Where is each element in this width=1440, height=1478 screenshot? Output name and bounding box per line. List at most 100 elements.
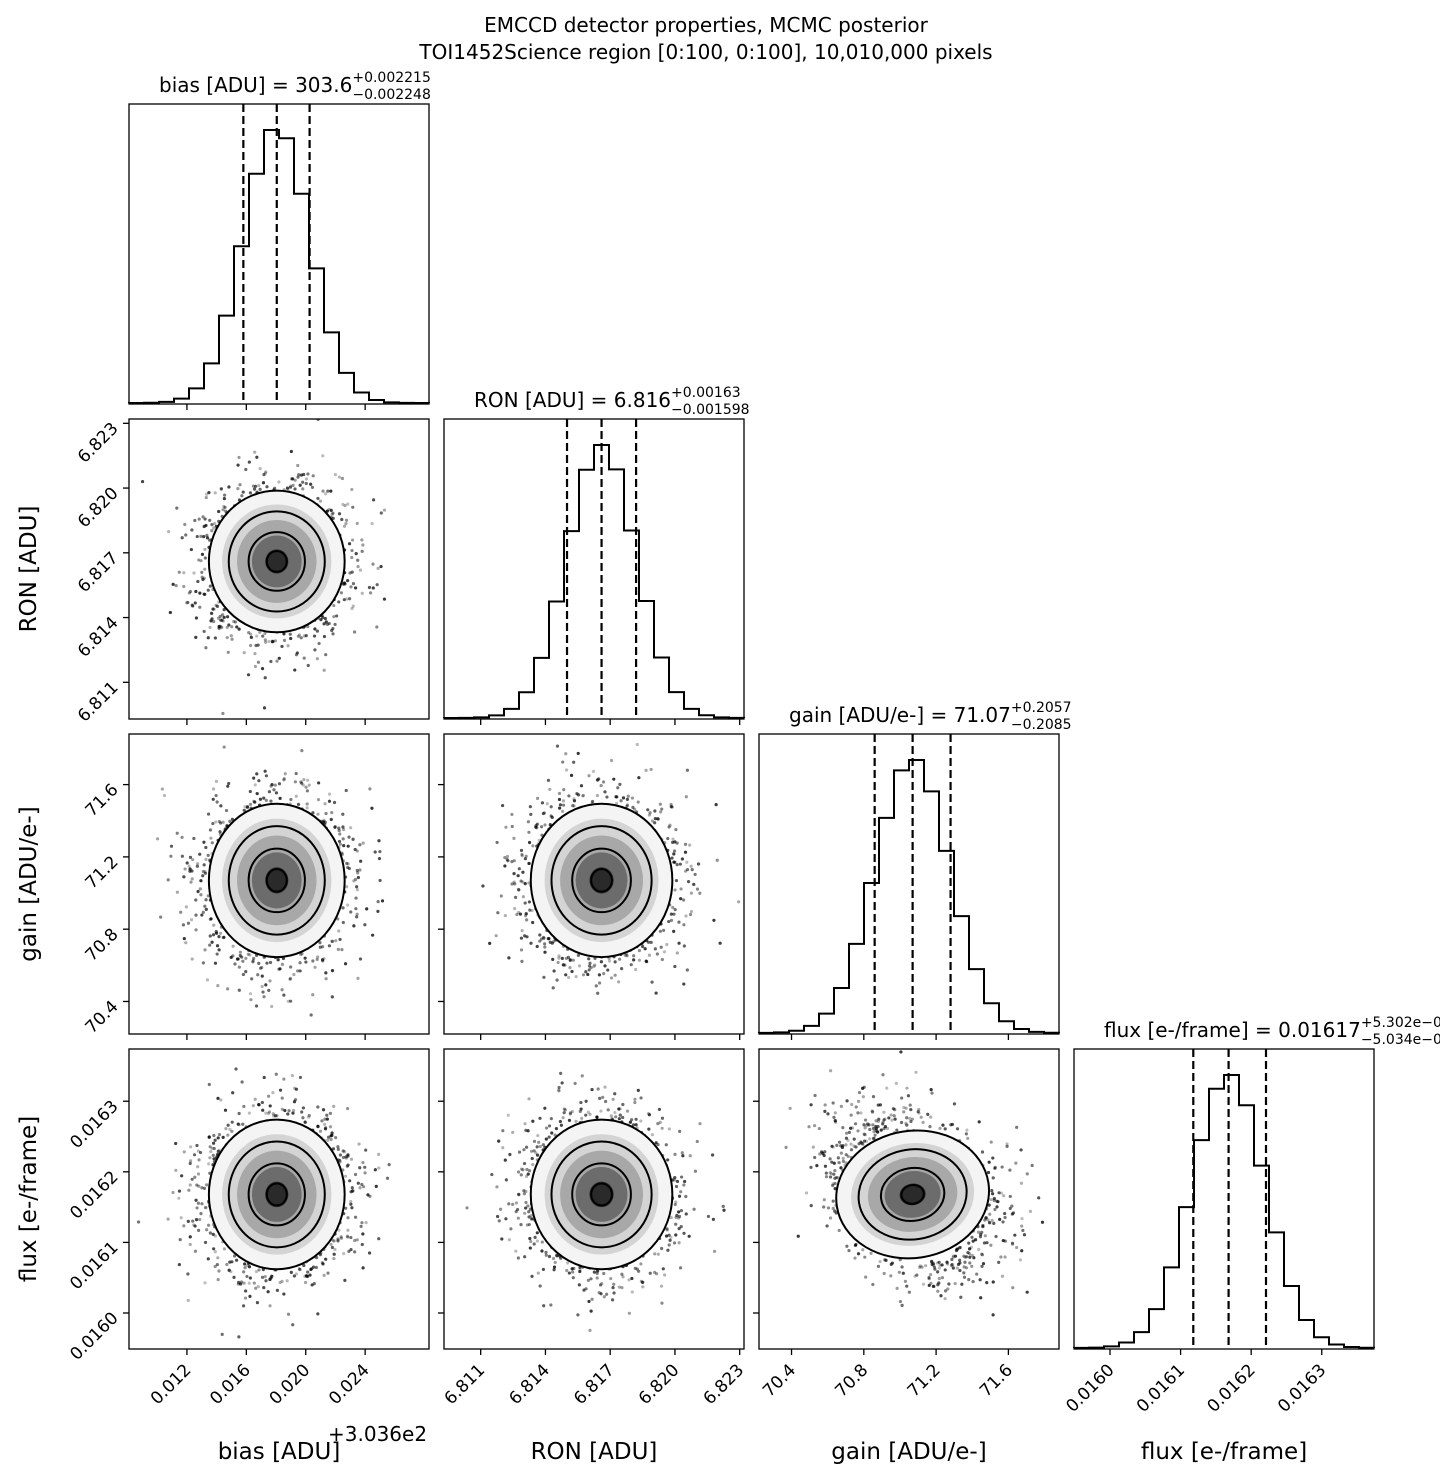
sample-point [1003,1215,1007,1220]
sample-point [233,962,237,966]
sample-point [343,962,348,966]
sample-point [190,528,194,532]
sample-point [621,1102,625,1107]
sample-point [227,485,231,489]
sample-point [200,1186,204,1190]
sample-point [626,794,630,798]
sample-point [1003,1239,1007,1243]
sample-point [516,1256,520,1260]
sample-point [547,937,551,941]
sample-point [246,673,251,677]
sample-point [825,1224,829,1228]
sample-point [529,812,533,816]
sample-point [181,923,186,927]
sample-point [242,651,246,655]
sample-point [324,811,328,816]
sample-point [551,940,556,944]
sample-point [601,1095,605,1099]
sample-point [358,568,363,572]
sample-point [575,792,579,796]
sample-point [329,508,333,512]
sample-point [222,935,226,939]
sample-point [255,1301,260,1305]
sample-point [862,1123,866,1127]
sample-point [203,1281,207,1285]
sample-point [317,781,321,785]
sample-point [331,632,335,636]
sample-point [844,1131,849,1135]
sample-point [223,1108,228,1112]
sample-point [204,495,208,500]
sample-point [864,1139,869,1143]
sample-point [351,604,355,608]
sample-point [856,1111,860,1115]
sample-point [666,1158,670,1162]
sample-point [658,802,662,806]
sample-point [255,455,259,459]
sample-point [530,908,534,913]
sample-point [937,1277,941,1281]
sample-point [807,1125,811,1129]
sample-point [339,1236,344,1240]
sample-point [322,622,326,626]
sample-point [496,1214,500,1219]
sample-point [528,1246,532,1250]
sample-point [184,533,188,537]
sample-point [576,953,580,957]
sample-point [371,586,375,590]
sample-point [249,635,253,639]
sample-point [251,960,255,964]
sample-point [350,538,355,542]
sample-point [506,1113,510,1117]
sample-point [342,581,347,585]
sample-point [513,907,517,911]
sample-point [571,804,575,808]
sample-point [835,1143,839,1147]
sample-point [209,1149,213,1154]
sample-point [183,867,187,871]
sample-point [523,1255,527,1259]
sample-point [943,1289,948,1293]
sample-point [210,611,214,615]
sample-point [619,799,623,803]
sample-point [222,608,226,612]
sample-point [371,933,375,937]
sample-point [340,517,344,522]
sample-point [358,868,362,872]
sample-point [617,1117,621,1121]
sample-point [557,1089,561,1093]
scatter-panel-3-1 [438,1048,745,1355]
sample-point [499,894,503,898]
sample-point [302,778,306,782]
sample-point [669,805,673,809]
sample-point [673,1175,677,1180]
sample-point [514,1209,518,1214]
sample-point [253,1097,257,1101]
sample-point [953,1254,958,1258]
sample-point [535,796,540,800]
sample-point [270,1004,274,1009]
axes-frame [128,418,430,720]
sample-point [346,1235,350,1239]
sample-point [192,571,196,575]
sample-point [360,1242,364,1247]
sample-point [587,968,591,972]
axes-frame [128,103,430,405]
sample-point [612,1291,616,1295]
sample-point [653,809,657,813]
sample-point [216,1149,220,1153]
sample-point [503,1158,507,1162]
x-axis-label: bias [ADU] [218,1439,341,1465]
sample-point [836,1156,840,1160]
sample-point [300,1110,304,1114]
sample-point [632,954,636,958]
sample-point [660,1126,664,1130]
sample-point [289,797,293,802]
sample-point [900,1096,904,1100]
sample-point [501,803,505,808]
sample-point [579,1107,583,1111]
sample-point [217,1132,222,1137]
histogram-title: flux [e-/frame] = 0.01617+5.302e−05 [1104,1015,1440,1042]
sample-point [308,1273,312,1277]
sample-point [531,1163,535,1167]
